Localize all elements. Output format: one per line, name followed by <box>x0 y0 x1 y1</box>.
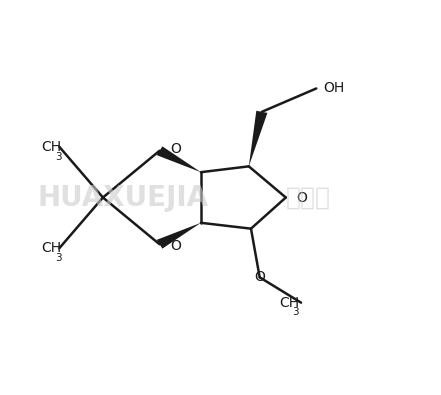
Polygon shape <box>157 147 201 172</box>
Text: 3: 3 <box>292 307 299 318</box>
Text: O: O <box>254 270 265 284</box>
Text: O: O <box>170 239 181 253</box>
Text: 化学加: 化学加 <box>286 186 331 209</box>
Text: CH: CH <box>41 140 62 154</box>
Text: OH: OH <box>323 81 344 96</box>
Text: CH: CH <box>41 241 62 255</box>
Polygon shape <box>157 223 201 248</box>
Text: HUAXUEJIA: HUAXUEJIA <box>37 184 209 211</box>
Text: O: O <box>297 190 307 205</box>
Polygon shape <box>249 111 267 166</box>
Text: O: O <box>170 142 181 156</box>
Text: 3: 3 <box>55 152 62 162</box>
Text: 3: 3 <box>55 253 62 263</box>
Text: CH: CH <box>279 295 299 310</box>
